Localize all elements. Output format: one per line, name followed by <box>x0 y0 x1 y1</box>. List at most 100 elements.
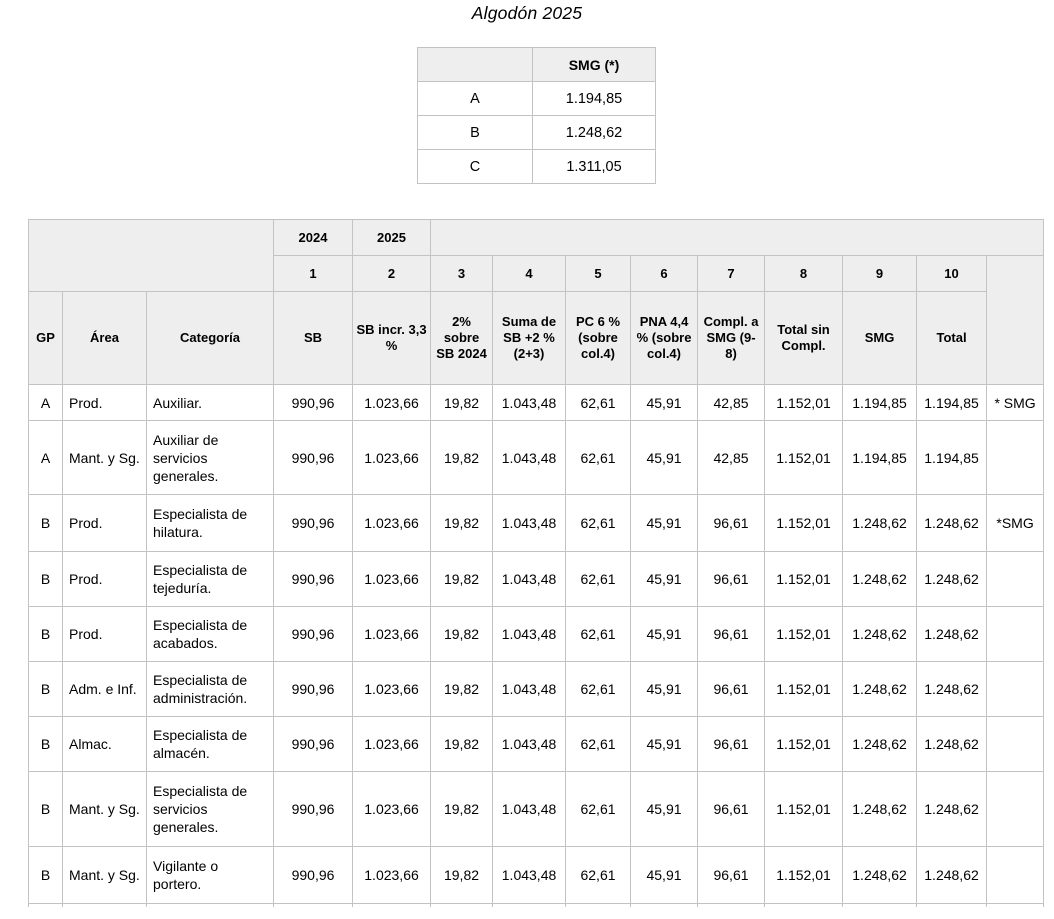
cell-area: Prod. <box>62 551 147 607</box>
column-number-cell: 10 <box>916 255 988 292</box>
truncated-cell <box>145 903 275 907</box>
cell-smg: 1.248,62 <box>842 551 918 607</box>
cell-gp: B <box>28 771 63 847</box>
cell-suma: 1.043,48 <box>492 606 567 662</box>
cell-compl: 96,61 <box>697 551 766 607</box>
page-title: Algodón 2025 <box>471 3 583 23</box>
header-empty-right-cell <box>430 219 1045 256</box>
smg-value: 1.311,05 <box>532 149 656 184</box>
cell-smg: 1.194,85 <box>842 420 918 495</box>
column-header-cell: GP <box>28 291 63 385</box>
cell-pc6: 62,61 <box>565 384 632 421</box>
cell-sb: 990,96 <box>273 606 354 662</box>
smg-corner-cell <box>417 47 533 82</box>
cell-total: 1.248,62 <box>916 716 988 772</box>
truncated-cell <box>630 903 699 907</box>
cell-pct2: 19,82 <box>430 551 494 607</box>
cell-pna: 45,91 <box>630 771 699 847</box>
cell-compl: 96,61 <box>697 661 766 717</box>
cell-gp: B <box>28 846 63 904</box>
cell-sb: 990,96 <box>273 384 354 421</box>
cell-nota: *SMG <box>986 494 1045 552</box>
cell-compl: 42,85 <box>697 384 766 421</box>
column-number-row: 1 2 3 4 5 6 7 8 9 10 <box>29 255 1045 385</box>
truncated-cell <box>842 903 918 907</box>
cell-suma: 1.043,48 <box>492 771 567 847</box>
cell-sb: 990,96 <box>273 771 354 847</box>
cell-compl: 42,85 <box>697 420 766 495</box>
cell-gp: B <box>28 661 63 717</box>
cell-nota <box>986 771 1045 847</box>
column-header-cell: Categoría <box>145 291 275 385</box>
truncated-cell <box>273 903 354 907</box>
column-number-cell: 3 <box>430 255 494 292</box>
cell-pct2: 19,82 <box>430 771 494 847</box>
smg-header-row: SMG (*) <box>417 47 656 82</box>
smg-value: 1.248,62 <box>532 115 656 150</box>
cell-categoria: Especialista de acabados. <box>145 606 275 662</box>
cell-total: 1.194,85 <box>916 384 988 421</box>
cell-pc6: 62,61 <box>565 716 632 772</box>
column-header-cell: SMG <box>842 291 918 385</box>
smg-group-label: A <box>417 81 533 116</box>
cell-gp: B <box>28 551 63 607</box>
cell-pna: 45,91 <box>630 420 699 495</box>
cell-total-sin: 1.152,01 <box>764 661 844 717</box>
cell-sb-incr: 1.023,66 <box>352 606 432 662</box>
column-header-cell: Área <box>62 291 147 385</box>
cell-sb-incr: 1.023,66 <box>352 494 432 552</box>
column-number-cell: 5 <box>565 255 632 292</box>
cell-nota <box>986 661 1045 717</box>
cell-compl: 96,61 <box>697 494 766 552</box>
cell-pna: 45,91 <box>630 384 699 421</box>
cell-pct2: 19,82 <box>430 494 494 552</box>
cell-total-sin: 1.152,01 <box>764 420 844 495</box>
truncated-cell <box>764 903 844 907</box>
cell-pna: 45,91 <box>630 551 699 607</box>
cell-pct2: 19,82 <box>430 716 494 772</box>
cell-categoria: Auxiliar de servicios generales. <box>145 420 275 495</box>
cell-smg: 1.194,85 <box>842 384 918 421</box>
cell-pna: 45,91 <box>630 494 699 552</box>
truncated-cell <box>492 903 567 907</box>
column-number-cell: 8 <box>764 255 844 292</box>
truncated-cell <box>565 903 632 907</box>
year-row: 2024 2025 <box>27 219 1045 292</box>
cell-smg: 1.248,62 <box>842 771 918 847</box>
cell-area: Adm. e Inf. <box>62 661 147 717</box>
cell-area: Mant. y Sg. <box>62 420 147 495</box>
cell-pc6: 62,61 <box>565 846 632 904</box>
cell-total: 1.248,62 <box>916 846 988 904</box>
cell-area: Prod. <box>62 384 147 421</box>
column-number-cell: 7 <box>697 255 766 292</box>
cell-nota <box>986 846 1045 904</box>
truncated-cell <box>697 903 766 907</box>
year-2024-cell: 2024 <box>273 219 354 256</box>
column-number-cell: 1 <box>273 255 354 292</box>
cell-total: 1.248,62 <box>916 606 988 662</box>
salary-table-head: 2024 2025 1 2 3 4 5 6 7 8 9 10 GP Área Categoría SB S… <box>27 219 1045 385</box>
truncated-cell <box>62 903 147 907</box>
cell-sb: 990,96 <box>273 661 354 717</box>
header-empty-left-cell <box>27 219 275 292</box>
cell-total-sin: 1.152,01 <box>764 384 844 421</box>
smg-value: 1.194,85 <box>532 81 656 116</box>
table-row: B Mant. y Sg. Vigilante o portero. 990,96 1.… <box>28 846 1045 904</box>
cell-total: 1.248,62 <box>916 494 988 552</box>
table-row: B Prod. Especialista de hilatura. 990,96 1.0… <box>28 494 1045 552</box>
column-header-cell: 2% sobre SB 2024 <box>430 291 494 385</box>
cell-smg: 1.248,62 <box>842 846 918 904</box>
cell-smg: 1.248,62 <box>842 661 918 717</box>
cell-sb: 990,96 <box>273 846 354 904</box>
truncated-cell <box>986 903 1045 907</box>
cell-area: Mant. y Sg. <box>62 771 147 847</box>
cell-pct2: 19,82 <box>430 384 494 421</box>
cell-nota <box>986 551 1045 607</box>
cell-pna: 45,91 <box>630 846 699 904</box>
column-header-row: GP Área Categoría SB SB incr. 3,3 % 2% sobre … <box>28 291 1044 385</box>
cell-gp: A <box>28 420 63 495</box>
cell-categoria: Especialista de servicios generales. <box>145 771 275 847</box>
cell-pc6: 62,61 <box>565 606 632 662</box>
cell-compl: 96,61 <box>697 846 766 904</box>
